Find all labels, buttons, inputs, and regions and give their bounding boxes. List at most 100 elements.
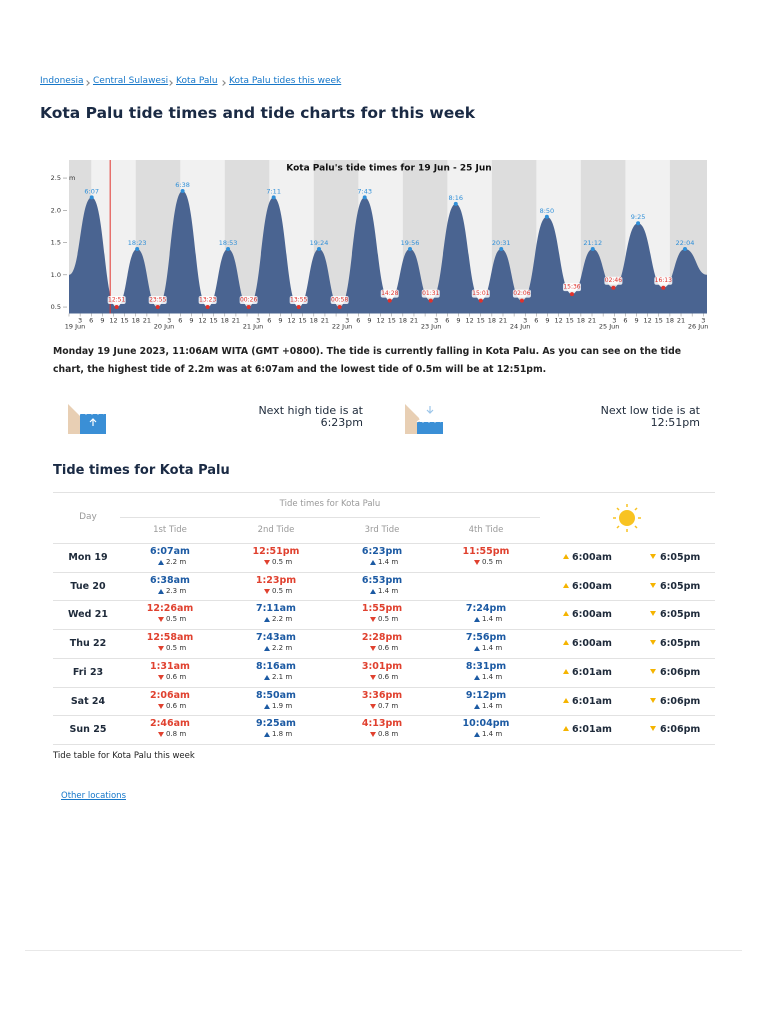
high-tide-dot [499, 247, 504, 252]
tide-time: 12:58am [146, 632, 194, 644]
breadcrumb-link[interactable]: Kota Palu [176, 76, 218, 86]
tide-height: 1.4 m [378, 558, 399, 566]
low-label-bg [107, 296, 126, 305]
tide-height: 0.7 m [378, 701, 399, 710]
x-tick-label: 18 [310, 317, 318, 325]
breadcrumb-link[interactable]: Central Sulawesi [93, 76, 169, 86]
row-border [53, 629, 715, 631]
x-tick-label: 3 [256, 317, 260, 325]
tide-height: 1.8 m [272, 730, 293, 739]
up-arrow [264, 646, 270, 652]
tide-chart: Kota Palu's tide times for 19 Jun - 25 J… [51, 160, 709, 331]
x-tick-label: 15 [210, 317, 218, 325]
up-arrow [563, 668, 569, 674]
low-label-bg [380, 289, 399, 298]
tide-time: 1:23pm [255, 574, 297, 586]
tide-height: 1.9 m [272, 701, 293, 710]
sunrise-time: 6:01am [572, 724, 612, 736]
tide-height: 0.5 m [272, 586, 293, 595]
tide-time: 3:36pm [361, 689, 403, 701]
day-cell: Sun 25 [69, 724, 107, 736]
low-tide-label: 01:31 [422, 290, 439, 297]
low-tide-label: 15:36 [563, 284, 580, 291]
down-arrow [158, 646, 164, 652]
x-tick-label: 3 [434, 317, 438, 325]
x-tick-label: 15 [120, 317, 128, 325]
tide-height: 2.1 m [272, 672, 293, 681]
x-date-label: 26 Jun [688, 323, 709, 331]
low-tide-label: 00:58 [331, 297, 348, 304]
down-arrow [650, 582, 656, 588]
column-header: 2nd Tide [257, 525, 295, 535]
x-tick-label: 21 [677, 317, 685, 325]
tide-time: 6:53pm [361, 574, 403, 586]
breadcrumb-link[interactable]: Kota Palu tides this week [229, 76, 342, 86]
up-arrow [563, 726, 569, 732]
tide-height: 0.6 m [166, 701, 187, 710]
tide-time: 10:04pm [462, 718, 510, 730]
low-label-bg [289, 296, 308, 305]
low-tide-dot [478, 298, 483, 303]
down-arrow [264, 560, 270, 565]
x-tick-label: 6 [356, 317, 360, 325]
low-tide-label: 13:23 [199, 297, 216, 304]
row-border [53, 743, 715, 745]
tide-time: 8:50am [256, 689, 296, 701]
sunrise-time: 6:00am [572, 609, 612, 621]
up-arrow [563, 640, 569, 646]
breadcrumb-link[interactable]: Indonesia [40, 76, 84, 86]
down-arrow [370, 674, 376, 680]
row-border [53, 657, 715, 659]
low-label-bg [471, 289, 490, 298]
x-tick-label: 12 [644, 317, 652, 325]
low-tide-dot [611, 285, 616, 290]
up-arrow [264, 703, 270, 709]
tide-time: 1:55pm [361, 603, 403, 615]
sunrise-time: 6:01am [572, 666, 612, 678]
up-arrow [474, 617, 480, 623]
x-tick-label: 3 [523, 317, 527, 325]
column-header: 3rd Tide [364, 525, 400, 535]
tide-height: 0.6 m [166, 672, 187, 681]
day-cell: Tue 20 [70, 580, 106, 592]
low-label-bg [148, 296, 167, 305]
up-arrow [264, 732, 270, 738]
tide-time: 11:55pm [462, 546, 510, 557]
down-arrow [650, 611, 656, 617]
high-tide-dot [683, 247, 688, 252]
tide-height: 1.4 m [482, 730, 503, 739]
x-date-label: 22 Jun [332, 323, 353, 331]
sunset-time: 6:06pm [660, 666, 701, 678]
x-date-label: 24 Jun [510, 323, 531, 331]
x-tick-label: 21 [588, 317, 596, 325]
x-tick-label: 6 [445, 317, 449, 325]
tide-time: 8:31pm [465, 660, 507, 672]
tide-height: 0.5 m [378, 615, 399, 624]
x-tick-label: 6 [89, 317, 93, 325]
y-unit: m [69, 174, 75, 182]
table-top-border [53, 492, 715, 493]
tide-height: 0.5 m [272, 558, 293, 566]
x-tick-label: 12 [465, 317, 473, 325]
tide-time: 6:38am [150, 574, 190, 586]
tide-height: 1.4 m [378, 586, 399, 595]
group-header-rule [120, 517, 540, 518]
low-label-bg [421, 289, 440, 298]
high-tide-dot [89, 195, 94, 200]
high-tide-label: 6:38 [175, 181, 190, 189]
tide-time: 6:23pm [361, 546, 403, 557]
x-tick-label: 6 [267, 317, 271, 325]
x-tick-label: 9 [100, 317, 104, 325]
high-tide-dot [544, 214, 549, 219]
x-tick-label: 18 [132, 317, 140, 325]
high-tide-dot [271, 195, 276, 200]
x-date-label: 19 Jun [65, 323, 86, 331]
low-label-bg [654, 276, 673, 285]
tide-height: 1.4 m [482, 701, 503, 710]
y-tick-label: 2.5 [51, 174, 61, 182]
high-tide-dot [226, 247, 231, 252]
low-tide-dot [519, 298, 524, 303]
other-locations-link[interactable]: Other locations [61, 791, 126, 801]
x-tick-label: 21 [232, 317, 240, 325]
